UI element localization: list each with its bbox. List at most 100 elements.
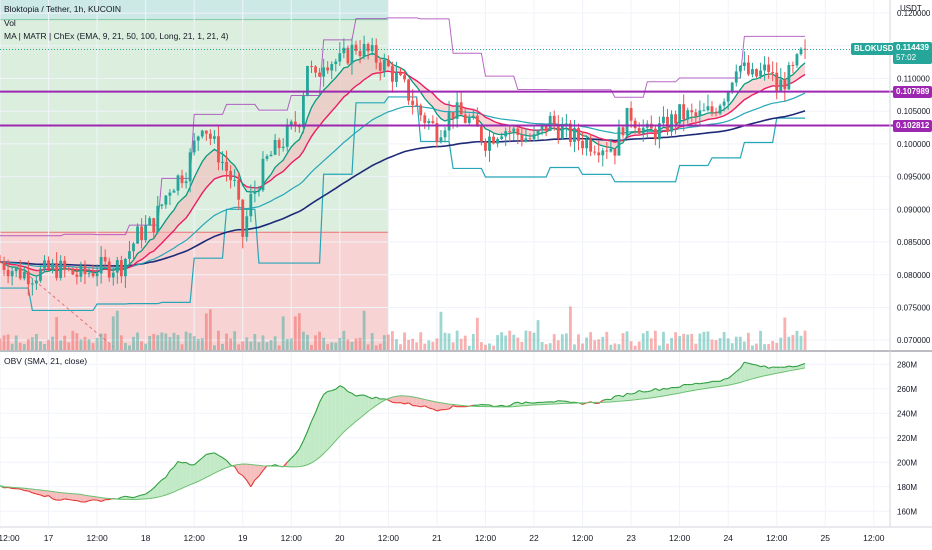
obv-line-segment [610,395,616,401]
volume-bar [702,331,706,350]
obv-line-segment [165,470,171,478]
candle-body [451,112,455,119]
level-badge-upper-text: 0.107989 [896,86,930,96]
obv-line-segment [727,374,733,379]
obv-tick-label: 260M [897,385,917,394]
obv-line-segment [197,457,203,462]
volume-bar [609,344,613,350]
candle-body [443,130,447,138]
obv-line-segment [497,404,502,407]
candle-body [362,44,366,57]
volume-bar [601,336,605,350]
candle-body [188,152,192,182]
obv-fill-segment [436,402,441,411]
candle-body [281,146,285,149]
obv-line-segment [351,392,357,397]
volume-bar [593,340,597,350]
candle-body [0,261,2,263]
candle-body [540,124,544,131]
obv-fill-segment [404,395,409,404]
candle-body [87,273,91,275]
candle-body [528,138,532,140]
volume-bar [767,343,771,350]
candle-body [746,62,750,75]
candle-body [751,69,754,75]
obv-line-segment [32,492,37,495]
candle-body [132,243,135,252]
candle-body [524,138,528,142]
volume-bar [123,342,127,350]
trailing-stops [0,17,806,312]
volume-bar [136,332,139,350]
volume-bar [225,333,228,350]
volume-bar [585,337,589,350]
candle-body [14,267,18,272]
obv-fill-segment [311,412,316,463]
obv-line-segment [371,396,377,400]
volume-bar [115,310,119,350]
volume-bar [184,331,188,350]
candle-body [791,64,795,66]
volume-bar [322,337,326,350]
obv-line-segment [363,394,369,398]
volume-bar [726,338,730,350]
obv-fill-segment [44,490,49,497]
indicator-legend-text: MA | MATR | ChEx (EMA, 9, 21, 50, 100, L… [4,31,229,41]
volume-bar [423,343,427,350]
candle-body [350,44,354,64]
candle-body [91,273,95,277]
last-price-badge: 0.114439 57:02 [893,42,932,65]
volume-bar [775,342,779,350]
candle-body [71,268,75,275]
volume-bar [229,338,233,350]
volume-bar [390,331,394,350]
volume-bar [589,332,593,350]
volume-bar [403,332,406,350]
candle-body [738,66,742,72]
candle-body [625,107,629,136]
candle-body [500,136,504,139]
candle-body [107,261,111,278]
price-tick-label: 0.080000 [897,271,931,280]
candle-body [301,95,305,128]
obv-line-segment [630,392,636,395]
obv-line-segment [242,475,248,481]
currency-label: USDT [900,4,922,13]
candle-body [200,130,204,137]
candle-body [285,125,289,147]
obv-line-segment [185,461,191,466]
obv-line-segment [306,421,313,432]
candle-body [589,139,593,152]
obv-fill-segment [28,488,33,493]
obv-line-segment [614,394,620,397]
candle-body [463,114,467,123]
obv-line-segment [392,401,397,404]
obv-fill-segment [360,395,365,419]
candle-body [803,48,807,50]
obv-line-segment [319,394,325,403]
candle-body [374,45,378,63]
obv-fill-segment [165,470,170,496]
obv-line-segment [432,408,438,412]
volume-bar [488,343,491,350]
volume-bar [6,334,10,350]
obv-line-segment [724,377,729,380]
candle-body [257,190,261,192]
obv-fill-segment [675,387,680,394]
obv-line-segment [634,389,640,394]
volume-bar [140,341,144,350]
volume-bar [653,330,657,350]
volume-bar [148,335,152,350]
volume-bar [560,334,564,350]
candle-body [249,193,253,217]
obv-tick-label: 220M [897,434,917,443]
volume-bar [686,334,690,350]
obv-fill-segment [396,395,401,403]
obv-fill-segment [356,395,361,422]
candle-body [382,59,386,71]
volume-bar [795,330,799,350]
volume-bar [710,339,714,350]
price-tick-label: 0.100000 [897,140,931,149]
volume-bar [289,338,293,350]
